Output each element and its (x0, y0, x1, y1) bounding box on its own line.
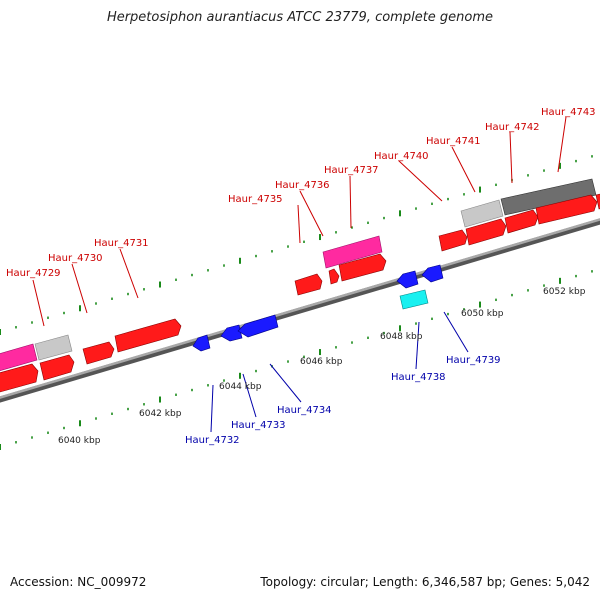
forward-gene[interactable] (82, 341, 115, 365)
forward-gene[interactable] (465, 218, 507, 246)
label-leaders (32, 116, 567, 433)
forward-gene[interactable] (595, 193, 600, 210)
light-gray-feature[interactable] (34, 334, 73, 361)
forward-gene[interactable] (294, 273, 323, 296)
reverse-gene-labels: Haur_4732 Haur_4733 Haur_4734 Haur_4738 … (185, 355, 501, 446)
scale-label: 6042 kbp (139, 409, 182, 419)
gene-label[interactable]: Haur_4729 (6, 268, 61, 279)
gene-label[interactable]: Haur_4733 (231, 420, 286, 431)
gene-label[interactable]: Haur_4735 (228, 194, 283, 205)
forward-gene[interactable] (535, 194, 598, 225)
gene-label[interactable]: Haur_4739 (446, 355, 501, 366)
scale-label: 6048 kbp (380, 332, 423, 342)
gene-label[interactable]: Haur_4737 (324, 165, 379, 176)
gene-label[interactable]: Haur_4731 (94, 238, 149, 249)
gene-label[interactable]: Haur_4730 (48, 253, 103, 264)
gene-label[interactable]: Haur_4740 (374, 151, 429, 162)
gene-label[interactable]: Haur_4741 (426, 136, 481, 147)
cyan-feature[interactable] (399, 289, 429, 310)
gene-label[interactable]: Haur_4738 (391, 372, 446, 383)
map-title: Herpetosiphon aurantiacus ATCC 23779, co… (106, 10, 494, 25)
forward-gene[interactable] (39, 354, 75, 381)
forward-gene-labels: Haur_4729 Haur_4730 Haur_4731 Haur_4735 … (6, 107, 596, 279)
reverse-gene[interactable] (421, 264, 444, 283)
scale-ticks (0, 155, 593, 450)
forward-gene[interactable] (0, 363, 39, 393)
scale-label: 6050 kbp (461, 309, 504, 319)
reverse-gene[interactable] (396, 270, 419, 289)
gene-label[interactable]: Haur_4742 (485, 122, 540, 133)
forward-gene[interactable] (438, 229, 468, 252)
forward-gene[interactable] (338, 253, 387, 282)
gene-label[interactable]: Haur_4732 (185, 435, 240, 446)
light-gray-feature[interactable] (460, 199, 504, 228)
pink-feature[interactable] (322, 235, 383, 269)
reverse-gene[interactable] (192, 334, 211, 352)
gene-label[interactable]: Haur_4736 (275, 180, 330, 191)
forward-gene[interactable] (504, 209, 539, 234)
forward-gene[interactable] (114, 318, 182, 353)
reverse-gene[interactable] (237, 314, 279, 338)
topology-text: Topology: circular; Length: 6,346,587 bp… (260, 575, 590, 589)
scale-label: 6046 kbp (300, 357, 343, 367)
genome-backbone (0, 218, 600, 403)
reverse-gene[interactable] (220, 324, 243, 342)
accession-text: Accession: NC_009972 (10, 575, 147, 589)
gene-label[interactable]: Haur_4743 (541, 107, 596, 118)
pink-feature[interactable] (0, 343, 38, 372)
scale-label: 6044 kbp (219, 382, 262, 392)
scale-labels: 6040 kbp 6042 kbp 6044 kbp 6046 kbp 6048… (58, 287, 586, 446)
scale-label: 6040 kbp (58, 436, 101, 446)
feature-tracks (0, 178, 600, 393)
forward-gene[interactable] (328, 268, 340, 285)
gene-label[interactable]: Haur_4734 (277, 405, 332, 416)
scale-label: 6052 kbp (543, 287, 586, 297)
